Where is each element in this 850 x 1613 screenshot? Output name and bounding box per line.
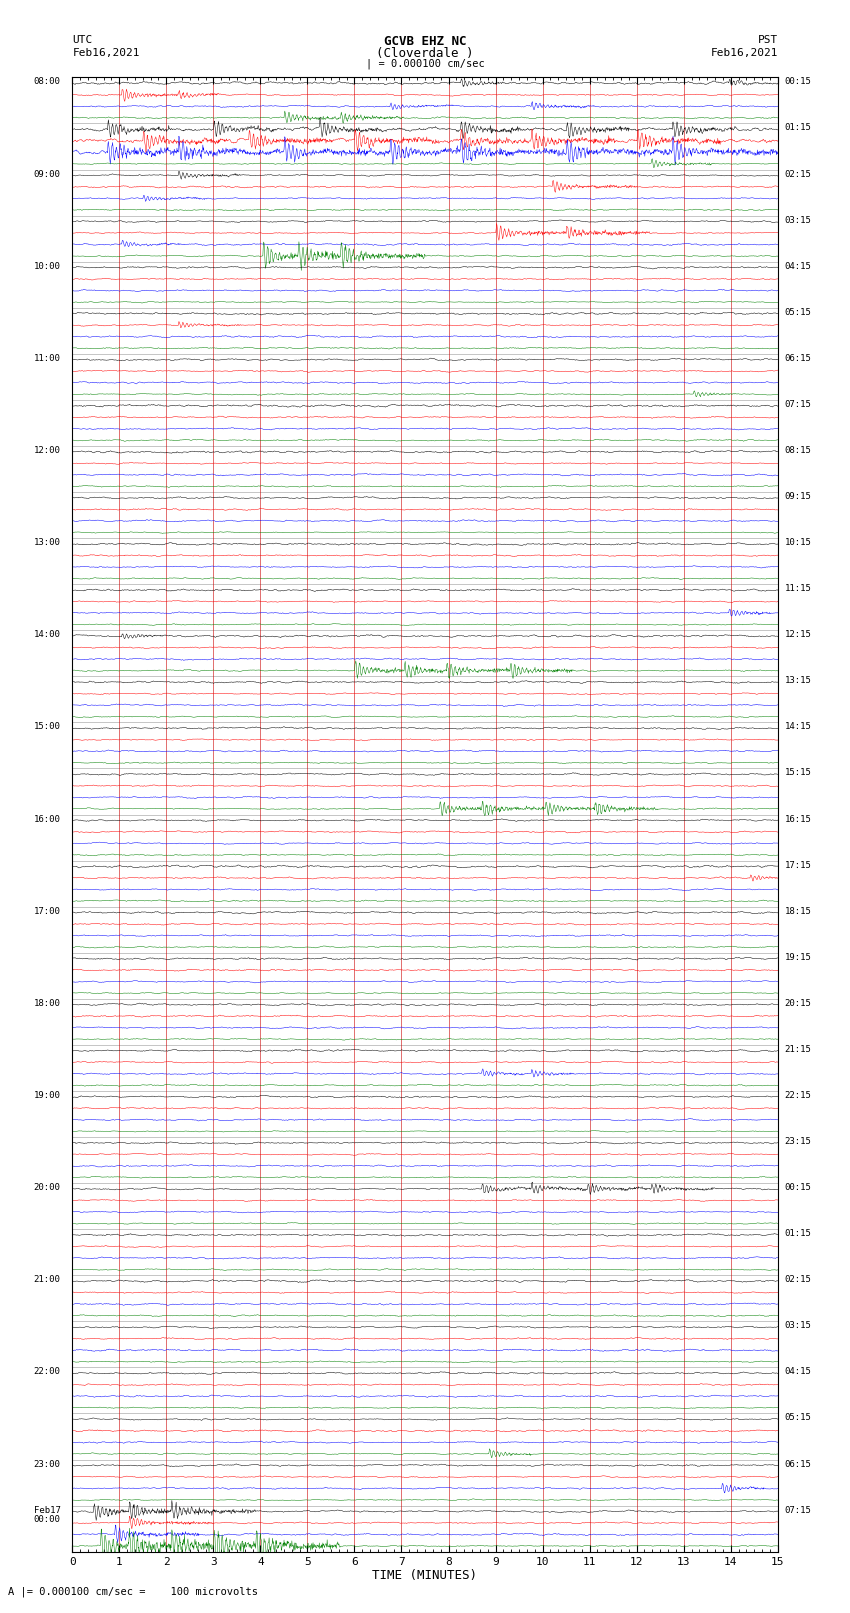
- Text: 23:15: 23:15: [785, 1137, 812, 1147]
- Text: GCVB EHZ NC: GCVB EHZ NC: [383, 35, 467, 48]
- Text: 04:15: 04:15: [785, 1368, 812, 1376]
- Text: 07:15: 07:15: [785, 1505, 812, 1515]
- Text: 15:15: 15:15: [785, 768, 812, 777]
- X-axis label: TIME (MINUTES): TIME (MINUTES): [372, 1569, 478, 1582]
- Text: 17:15: 17:15: [785, 861, 812, 869]
- Text: Feb16,2021: Feb16,2021: [72, 48, 139, 58]
- Text: UTC: UTC: [72, 35, 93, 45]
- Text: 13:15: 13:15: [785, 676, 812, 686]
- Text: 10:00: 10:00: [34, 261, 60, 271]
- Text: 16:00: 16:00: [34, 815, 60, 824]
- Text: 09:00: 09:00: [34, 169, 60, 179]
- Text: 02:15: 02:15: [785, 1276, 812, 1284]
- Text: (Cloverdale ): (Cloverdale ): [377, 47, 473, 60]
- Text: 08:15: 08:15: [785, 447, 812, 455]
- Text: 18:15: 18:15: [785, 907, 812, 916]
- Text: 13:00: 13:00: [34, 539, 60, 547]
- Text: 00:00: 00:00: [34, 1515, 60, 1524]
- Text: PST: PST: [757, 35, 778, 45]
- Text: 21:15: 21:15: [785, 1045, 812, 1053]
- Text: 23:00: 23:00: [34, 1460, 60, 1468]
- Text: 18:00: 18:00: [34, 998, 60, 1008]
- Text: 11:00: 11:00: [34, 353, 60, 363]
- Text: 03:15: 03:15: [785, 216, 812, 224]
- Text: 15:00: 15:00: [34, 723, 60, 731]
- Text: 05:15: 05:15: [785, 1413, 812, 1423]
- Text: 10:15: 10:15: [785, 539, 812, 547]
- Text: A |= 0.000100 cm/sec =    100 microvolts: A |= 0.000100 cm/sec = 100 microvolts: [8, 1586, 258, 1597]
- Text: Feb16,2021: Feb16,2021: [711, 48, 778, 58]
- Text: Feb17: Feb17: [34, 1505, 60, 1515]
- Text: 09:15: 09:15: [785, 492, 812, 502]
- Text: 05:15: 05:15: [785, 308, 812, 316]
- Text: 01:15: 01:15: [785, 1229, 812, 1239]
- Text: 00:15: 00:15: [785, 77, 812, 87]
- Text: 22:00: 22:00: [34, 1368, 60, 1376]
- Text: 06:15: 06:15: [785, 353, 812, 363]
- Text: 12:15: 12:15: [785, 631, 812, 639]
- Text: 08:00: 08:00: [34, 77, 60, 87]
- Text: 17:00: 17:00: [34, 907, 60, 916]
- Text: 03:15: 03:15: [785, 1321, 812, 1331]
- Text: 07:15: 07:15: [785, 400, 812, 410]
- Text: 12:00: 12:00: [34, 447, 60, 455]
- Text: 19:15: 19:15: [785, 953, 812, 961]
- Text: 21:00: 21:00: [34, 1276, 60, 1284]
- Text: 14:00: 14:00: [34, 631, 60, 639]
- Text: 11:15: 11:15: [785, 584, 812, 594]
- Text: 19:00: 19:00: [34, 1090, 60, 1100]
- Text: 14:15: 14:15: [785, 723, 812, 731]
- Text: 00:15: 00:15: [785, 1184, 812, 1192]
- Text: 01:15: 01:15: [785, 124, 812, 132]
- Text: 02:15: 02:15: [785, 169, 812, 179]
- Text: 04:15: 04:15: [785, 261, 812, 271]
- Text: 06:15: 06:15: [785, 1460, 812, 1468]
- Text: 20:00: 20:00: [34, 1184, 60, 1192]
- Text: | = 0.000100 cm/sec: | = 0.000100 cm/sec: [366, 58, 484, 69]
- Text: 20:15: 20:15: [785, 998, 812, 1008]
- Text: 16:15: 16:15: [785, 815, 812, 824]
- Text: 22:15: 22:15: [785, 1090, 812, 1100]
